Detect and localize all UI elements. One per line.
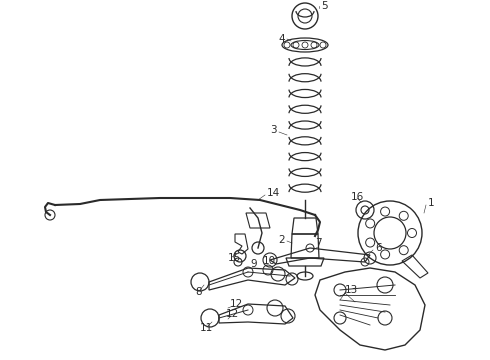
Text: 7: 7 <box>315 238 321 248</box>
Text: 6: 6 <box>375 243 382 253</box>
Text: 12: 12 <box>230 299 243 309</box>
Text: 4: 4 <box>278 34 285 44</box>
Text: 9: 9 <box>250 259 257 269</box>
Text: 14: 14 <box>267 188 280 198</box>
Text: 1: 1 <box>428 198 435 208</box>
Text: 5: 5 <box>321 1 328 11</box>
Text: 13: 13 <box>345 285 358 295</box>
Text: 11: 11 <box>200 323 213 333</box>
Text: 12: 12 <box>226 309 239 319</box>
Text: 16: 16 <box>351 192 364 202</box>
Text: 3: 3 <box>270 125 277 135</box>
Text: 15: 15 <box>228 253 241 263</box>
Text: 10: 10 <box>263 256 276 266</box>
Text: 8: 8 <box>195 287 201 297</box>
Text: 2: 2 <box>278 235 285 245</box>
